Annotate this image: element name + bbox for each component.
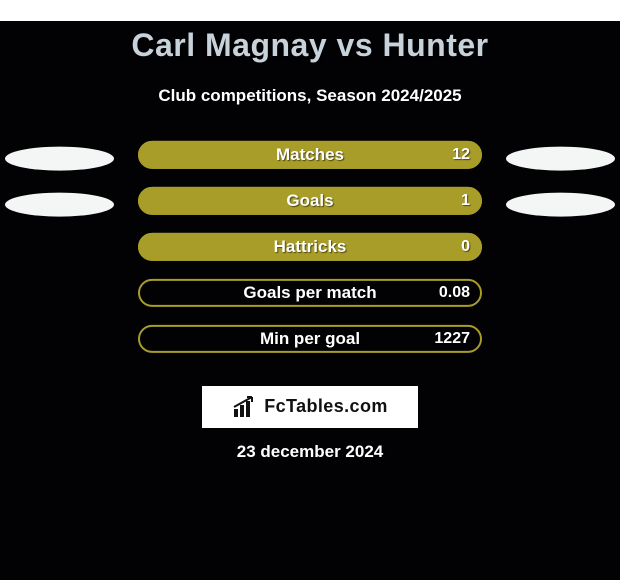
bar-chart-arrow-icon <box>232 395 260 419</box>
stat-row: Min per goal 1227 <box>0 322 620 368</box>
stat-bar: Hattricks 0 <box>138 233 482 261</box>
stat-label: Hattricks <box>138 233 482 261</box>
stat-bar: Goals 1 <box>138 187 482 215</box>
fctables-logo[interactable]: FcTables.com <box>202 386 418 428</box>
stats-comparison-card: Carl Magnay vs Hunter Club competitions,… <box>0 21 620 580</box>
stat-label: Min per goal <box>138 325 482 353</box>
stat-bar: Min per goal 1227 <box>138 325 482 353</box>
stat-right-value: 12 <box>452 141 470 169</box>
stat-row: Matches 12 <box>0 138 620 184</box>
stat-right-value: 0.08 <box>439 279 470 307</box>
stat-right-value: 1 <box>461 187 470 215</box>
logo-text: FcTables.com <box>264 396 388 417</box>
stat-row: Goals per match 0.08 <box>0 276 620 322</box>
stat-label: Goals per match <box>138 279 482 307</box>
left-team-ellipse <box>5 192 114 216</box>
generation-date: 23 december 2024 <box>0 442 620 462</box>
stat-row: Goals 1 <box>0 184 620 230</box>
stat-right-value: 1227 <box>434 325 470 353</box>
left-team-ellipse <box>5 146 114 170</box>
subtitle: Club competitions, Season 2024/2025 <box>0 86 620 106</box>
right-team-ellipse <box>506 146 615 170</box>
stat-bar: Goals per match 0.08 <box>138 279 482 307</box>
date-text: 23 december 2024 <box>237 442 384 461</box>
stat-bar: Matches 12 <box>138 141 482 169</box>
stat-rows: Matches 12 Goals 1 Hattric <box>0 138 620 368</box>
page-title: Carl Magnay vs Hunter <box>0 21 620 64</box>
right-team-ellipse <box>506 192 615 216</box>
stat-label: Matches <box>138 141 482 169</box>
stat-row: Hattricks 0 <box>0 230 620 276</box>
title-text: Carl Magnay vs Hunter <box>131 27 488 63</box>
stat-label: Goals <box>138 187 482 215</box>
stat-right-value: 0 <box>461 233 470 261</box>
subtitle-text: Club competitions, Season 2024/2025 <box>158 86 461 105</box>
